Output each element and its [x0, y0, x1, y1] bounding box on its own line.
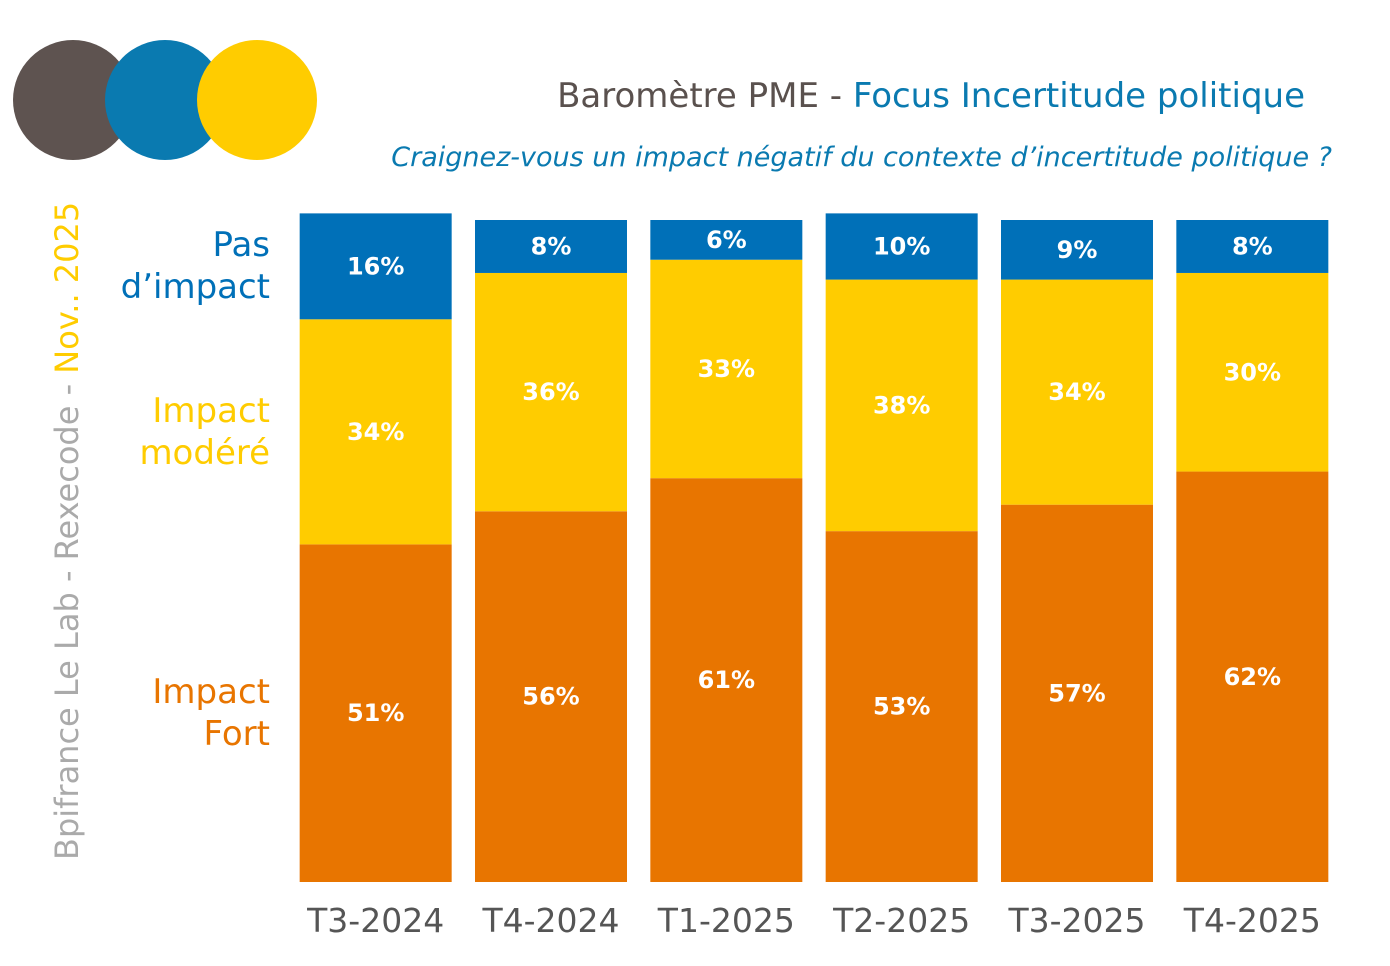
x-tick-label: T4-2024	[481, 901, 619, 940]
value-label: 34%	[347, 418, 404, 446]
chart-title: Baromètre PME - Focus Incertitude politi…	[557, 76, 1305, 116]
x-tick-label: T3-2024	[306, 901, 444, 940]
x-tick-label: T2-2025	[832, 901, 970, 940]
bar-segment	[1176, 272, 1329, 472]
value-label: 30%	[1224, 358, 1281, 386]
value-label: 36%	[522, 378, 579, 406]
bar-segment	[1001, 279, 1153, 505]
subtitle: Craignez-vous un impact négatif du conte…	[391, 142, 1332, 173]
value-label: 10%	[873, 232, 930, 260]
bar-segment	[825, 213, 978, 280]
logo-circle	[13, 40, 133, 160]
bar-segment	[650, 259, 803, 479]
bar-segment	[475, 220, 627, 273]
legend-label: Impact Fort	[152, 672, 270, 755]
bar-segment	[475, 511, 627, 882]
x-tick-label: T3-2025	[1007, 901, 1145, 940]
bar-segment	[1001, 504, 1153, 882]
value-label: 34%	[1048, 378, 1105, 406]
x-tick-label: T4-2025	[1183, 901, 1321, 940]
value-label: 51%	[347, 699, 404, 727]
bar-segment	[475, 272, 627, 512]
date: Nov.. 2025	[48, 201, 86, 374]
logo-circle	[197, 40, 317, 160]
bar-segment	[1176, 471, 1329, 882]
title-main: Baromètre PME -	[557, 76, 843, 116]
value-label: 33%	[698, 355, 755, 383]
value-label: 6%	[706, 226, 747, 254]
value-label: 8%	[531, 232, 572, 260]
value-label: 56%	[522, 683, 579, 711]
value-label: 62%	[1224, 663, 1281, 691]
value-label: 16%	[347, 252, 404, 280]
source: Bpifrance Le Lab - Rexecode -	[48, 383, 86, 860]
legend-label: Pas d’impact	[120, 225, 271, 308]
x-tick-label: T1-2025	[657, 901, 795, 940]
value-label: 8%	[1232, 232, 1273, 260]
source-note: Bpifrance Le Lab - Rexecode - Nov.. 2025	[48, 202, 86, 860]
bar-segment	[299, 213, 452, 320]
bar-segment	[825, 279, 978, 532]
title-focus: Focus Incertitude politique	[852, 76, 1305, 116]
value-label: 61%	[698, 666, 755, 694]
bar-segment	[299, 319, 452, 545]
bar-segment	[825, 531, 978, 882]
legend-label: Impact modéré	[139, 390, 271, 473]
bar-segment	[650, 478, 803, 882]
bar-segment	[1001, 220, 1153, 280]
bar-segment	[1176, 220, 1329, 273]
bar-segment	[650, 220, 803, 260]
logo-circle	[105, 40, 225, 160]
value-label: 9%	[1057, 236, 1098, 264]
bar-segment	[299, 544, 452, 882]
value-label: 53%	[873, 693, 930, 721]
value-label: 38%	[873, 391, 930, 419]
value-label: 57%	[1048, 679, 1105, 707]
